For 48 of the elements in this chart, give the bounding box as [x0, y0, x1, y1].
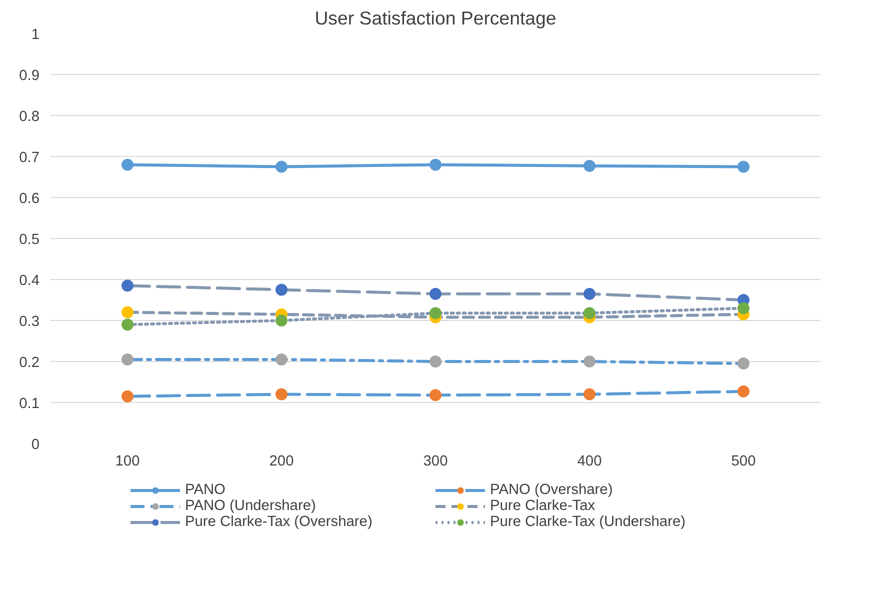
point [430, 356, 442, 368]
point [122, 390, 134, 402]
point [584, 288, 596, 300]
y-tick-label: 0.1 [19, 396, 40, 412]
point [122, 353, 134, 366]
x-tick-label: 300 [423, 454, 448, 470]
point [738, 358, 750, 370]
point [738, 160, 750, 173]
point [276, 160, 288, 173]
x-tick-label: 500 [731, 454, 756, 470]
point [122, 306, 134, 318]
x-tick-label: 100 [115, 454, 140, 470]
x-tick-label: 200 [269, 454, 294, 470]
legend-label: PANO [185, 482, 226, 498]
point [276, 388, 288, 400]
point [430, 307, 442, 320]
point [276, 314, 288, 326]
point [584, 307, 596, 320]
y-tick-label: 0.8 [19, 109, 40, 125]
point [584, 160, 596, 172]
x-tick-label: 400 [577, 454, 602, 470]
chart-title: User Satisfaction Percentage [314, 8, 556, 28]
legend-label: Pure Clarke-Tax [490, 498, 596, 514]
point [276, 284, 288, 296]
y-tick-label: 0.3 [19, 314, 40, 330]
legend-label: Pure Clarke-Tax (Undershare) [490, 514, 686, 530]
point [584, 356, 596, 368]
point [276, 353, 288, 366]
point [738, 302, 750, 314]
y-tick-label: 0.7 [19, 150, 40, 166]
point [738, 385, 750, 398]
y-tick-label: 0 [31, 437, 40, 453]
point [430, 158, 442, 171]
y-tick-label: 0.2 [19, 355, 40, 371]
y-tick-label: 0.5 [19, 232, 40, 248]
point [430, 389, 442, 402]
y-tick-label: 0.4 [19, 273, 40, 289]
legend-label: Pure Clarke-Tax (Overshare) [185, 514, 374, 530]
y-tick-label: 0.6 [19, 191, 40, 207]
point [430, 288, 442, 300]
point [584, 388, 596, 400]
point [122, 158, 134, 171]
legend-label: PANO (Overshare) [490, 482, 614, 498]
point [122, 280, 134, 292]
point [122, 318, 134, 331]
legend-label: PANO (Undershare) [185, 498, 317, 514]
y-tick-label: 1 [31, 27, 40, 43]
y-tick-label: 0.9 [19, 68, 40, 84]
